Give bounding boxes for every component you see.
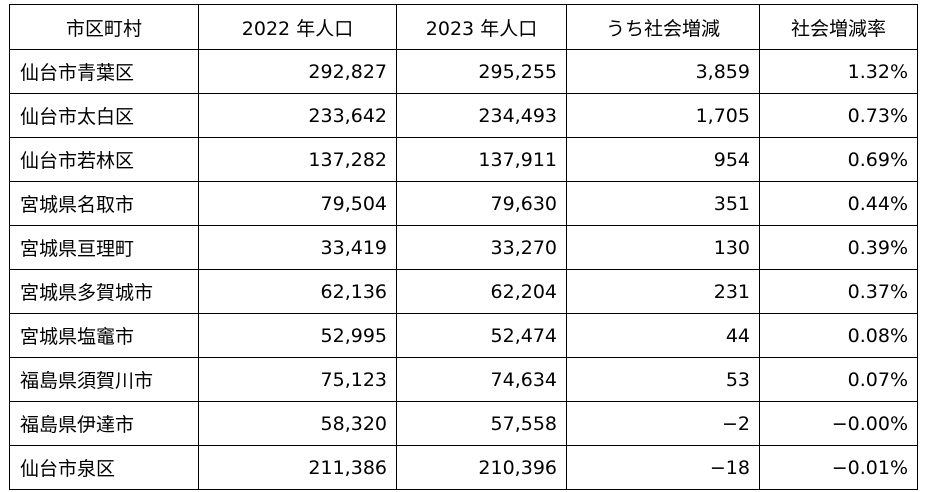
table-header: 市区町村 2022 年人口 2023 年人口 うち社会増減 社会増減率 [9,4,918,50]
cell-social-change: −2 [566,401,760,446]
table-row: 仙台市若林区 137,282 137,911 954 0.69% [9,137,918,182]
cell-social-change: 3,859 [566,49,760,94]
table-row: 宮城県名取市 79,504 79,630 351 0.44% [9,181,918,226]
header-social-change-rate: 社会増減率 [759,4,918,50]
cell-population-2022: 75,123 [198,357,397,402]
cell-social-change-rate: 0.37% [759,269,918,314]
header-population-2022: 2022 年人口 [198,4,397,50]
cell-population-2022: 79,504 [198,181,397,226]
cell-population-2023: 33,270 [396,225,567,270]
cell-municipality: 仙台市泉区 [9,445,199,490]
table-row: 仙台市太白区 233,642 234,493 1,705 0.73% [9,93,918,138]
population-table-container: 市区町村 2022 年人口 2023 年人口 うち社会増減 社会増減率 仙台市青… [9,4,918,490]
cell-municipality: 宮城県多賀城市 [9,269,199,314]
cell-social-change: 44 [566,313,760,358]
cell-municipality: 仙台市若林区 [9,137,199,182]
population-table: 市区町村 2022 年人口 2023 年人口 うち社会増減 社会増減率 仙台市青… [9,4,918,490]
cell-population-2022: 33,419 [198,225,397,270]
cell-population-2023: 52,474 [396,313,567,358]
cell-municipality: 宮城県名取市 [9,181,199,226]
cell-population-2023: 234,493 [396,93,567,138]
cell-social-change-rate: 0.73% [759,93,918,138]
cell-population-2022: 52,995 [198,313,397,358]
table-body: 仙台市青葉区 292,827 295,255 3,859 1.32% 仙台市太白… [9,49,918,490]
header-social-change: うち社会増減 [566,4,760,50]
cell-population-2023: 295,255 [396,49,567,94]
table-row: 福島県須賀川市 75,123 74,634 53 0.07% [9,357,918,402]
cell-municipality: 宮城県塩竈市 [9,313,199,358]
cell-social-change-rate: 0.44% [759,181,918,226]
table-row: 仙台市青葉区 292,827 295,255 3,859 1.32% [9,49,918,94]
cell-social-change-rate: −0.00% [759,401,918,446]
cell-population-2022: 292,827 [198,49,397,94]
cell-social-change: 351 [566,181,760,226]
table-row: 宮城県亘理町 33,419 33,270 130 0.39% [9,225,918,270]
cell-social-change: 954 [566,137,760,182]
cell-population-2022: 62,136 [198,269,397,314]
table-row: 宮城県塩竈市 52,995 52,474 44 0.08% [9,313,918,358]
cell-population-2023: 62,204 [396,269,567,314]
table-row: 宮城県多賀城市 62,136 62,204 231 0.37% [9,269,918,314]
cell-population-2022: 58,320 [198,401,397,446]
header-population-2023: 2023 年人口 [396,4,567,50]
header-row: 市区町村 2022 年人口 2023 年人口 うち社会増減 社会増減率 [9,4,918,50]
cell-social-change-rate: 0.39% [759,225,918,270]
cell-population-2023: 57,558 [396,401,567,446]
header-municipality: 市区町村 [9,4,199,50]
cell-social-change: 231 [566,269,760,314]
cell-municipality: 福島県須賀川市 [9,357,199,402]
cell-population-2023: 79,630 [396,181,567,226]
cell-social-change-rate: 1.32% [759,49,918,94]
cell-social-change-rate: −0.01% [759,445,918,490]
cell-social-change-rate: 0.69% [759,137,918,182]
cell-social-change-rate: 0.07% [759,357,918,402]
cell-population-2022: 211,386 [198,445,397,490]
cell-social-change: 1,705 [566,93,760,138]
cell-municipality: 仙台市太白区 [9,93,199,138]
cell-social-change-rate: 0.08% [759,313,918,358]
cell-social-change: −18 [566,445,760,490]
cell-population-2023: 137,911 [396,137,567,182]
cell-municipality: 宮城県亘理町 [9,225,199,270]
cell-population-2022: 233,642 [198,93,397,138]
cell-social-change: 130 [566,225,760,270]
cell-population-2023: 210,396 [396,445,567,490]
cell-municipality: 仙台市青葉区 [9,49,199,94]
cell-population-2023: 74,634 [396,357,567,402]
table-row: 福島県伊達市 58,320 57,558 −2 −0.00% [9,401,918,446]
cell-population-2022: 137,282 [198,137,397,182]
table-row: 仙台市泉区 211,386 210,396 −18 −0.01% [9,445,918,490]
cell-municipality: 福島県伊達市 [9,401,199,446]
cell-social-change: 53 [566,357,760,402]
